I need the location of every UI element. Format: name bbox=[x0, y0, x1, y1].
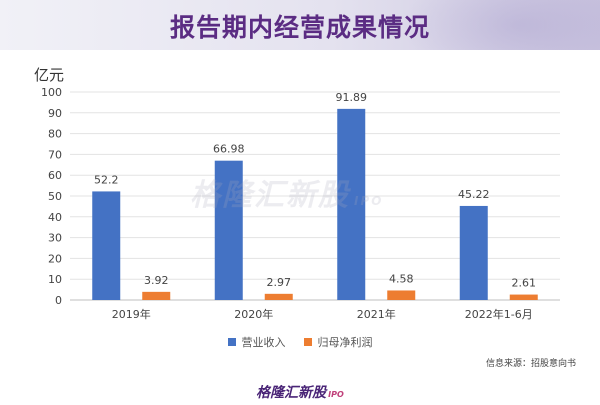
bar-revenue bbox=[92, 191, 121, 300]
legend: 营业收入 归母净利润 bbox=[0, 334, 600, 350]
bar-value-label: 3.92 bbox=[144, 274, 169, 287]
x-tick-label: 2022年1-6月 bbox=[465, 307, 533, 321]
y-axis-unit-label: 亿元 bbox=[34, 66, 64, 84]
y-tick-label: 90 bbox=[48, 107, 62, 120]
bar-net-profit bbox=[264, 293, 293, 300]
bar-value-label: 91.89 bbox=[336, 91, 368, 104]
x-tick-label: 2020年 bbox=[234, 307, 273, 321]
legend-item-net-profit: 归母净利润 bbox=[303, 334, 373, 350]
bar-revenue bbox=[459, 205, 488, 300]
legend-swatch-revenue bbox=[227, 338, 236, 346]
y-tick-label: 0 bbox=[55, 294, 62, 307]
bar-value-label: 4.58 bbox=[389, 272, 414, 285]
footer-logo-suffix: IPO bbox=[328, 390, 344, 399]
bar-value-label: 45.22 bbox=[458, 188, 490, 201]
source-note: 信息来源：招股意向书 bbox=[485, 359, 576, 369]
bar-revenue bbox=[337, 108, 366, 300]
y-tick-label: 30 bbox=[48, 232, 62, 245]
bar-value-label: 2.61 bbox=[512, 277, 537, 290]
y-tick-label: 10 bbox=[48, 273, 62, 286]
title-banner bbox=[0, 0, 600, 50]
bar-net-profit bbox=[387, 290, 416, 300]
y-tick-label: 40 bbox=[48, 211, 62, 224]
footer-logo-text: 格隆汇新股 bbox=[256, 385, 327, 401]
y-tick-labels: 0 10 20 30 40 50 60 70 80 90 100 bbox=[41, 86, 62, 307]
x-tick-label: 2019年 bbox=[112, 307, 151, 321]
bar-net-profit bbox=[142, 291, 171, 300]
bar-net-profit bbox=[509, 294, 538, 300]
legend-label-revenue: 营业收入 bbox=[241, 336, 286, 349]
y-tick-label: 20 bbox=[48, 252, 62, 265]
bar-value-label: 52.2 bbox=[94, 173, 119, 186]
chart-title: 报告期内经营成果情况 bbox=[169, 13, 430, 42]
bar-value-label: 66.98 bbox=[213, 143, 245, 156]
y-tick-label: 70 bbox=[48, 148, 62, 161]
footer-logo: 格隆汇新股 IPO bbox=[0, 382, 600, 402]
bars bbox=[92, 108, 538, 300]
legend-swatch-net-profit bbox=[303, 338, 312, 346]
legend-label-net-profit: 归母净利润 bbox=[317, 336, 373, 349]
legend-item-revenue: 营业收入 bbox=[227, 334, 286, 350]
y-tick-label: 60 bbox=[48, 169, 62, 182]
bar-value-labels: 52.2 3.92 66.98 2.97 91.89 4.58 45.22 2.61 bbox=[94, 91, 536, 290]
x-tick-label: 2021年 bbox=[357, 307, 396, 321]
x-tick-labels: 2019年 2020年 2021年 2022年1-6月 bbox=[112, 307, 533, 321]
y-tick-label: 50 bbox=[48, 190, 62, 203]
bar-revenue bbox=[214, 160, 243, 300]
bar-chart: 亿元 0 10 20 30 40 50 60 70 80 90 100 52.2 3.92 66.98 2… bbox=[34, 66, 560, 321]
bar-value-label: 2.97 bbox=[267, 276, 292, 289]
y-tick-label: 80 bbox=[48, 128, 62, 141]
y-tick-label: 100 bbox=[41, 86, 62, 99]
